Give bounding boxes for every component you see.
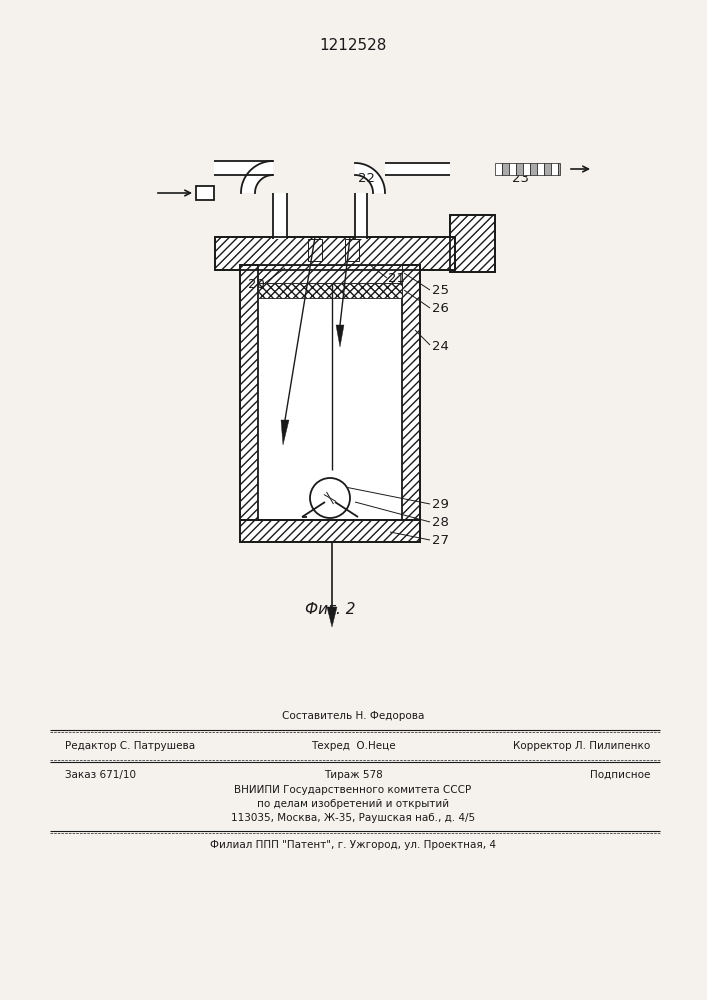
Bar [258, 265, 402, 283]
Polygon shape [336, 325, 344, 347]
Bar [258, 283, 402, 298]
Bar [308, 239, 322, 261]
Bar [502, 163, 509, 175]
Bar [196, 186, 214, 200]
Text: 26: 26 [432, 302, 449, 314]
Bar [509, 163, 516, 175]
Bar [258, 265, 402, 520]
Text: Филиал ППП "Патент", г. Ужгород, ул. Проектная, 4: Филиал ППП "Патент", г. Ужгород, ул. Про… [210, 840, 496, 850]
Bar [240, 265, 258, 520]
Polygon shape [241, 161, 273, 193]
Bar [516, 163, 523, 175]
Text: 1212528: 1212528 [320, 37, 387, 52]
Circle shape [310, 478, 350, 518]
Bar [558, 163, 560, 175]
Bar [544, 163, 551, 175]
Bar [450, 215, 495, 272]
Bar [215, 237, 455, 270]
Bar [355, 193, 367, 239]
Polygon shape [281, 420, 289, 445]
Text: 21: 21 [388, 271, 405, 284]
Bar [495, 163, 502, 175]
Bar [273, 193, 287, 239]
Text: Фиг. 2: Фиг. 2 [305, 602, 355, 617]
Text: 22: 22 [358, 172, 375, 184]
Bar [537, 163, 544, 175]
Bar [215, 237, 455, 270]
Bar [530, 163, 537, 175]
Text: 25: 25 [432, 284, 449, 296]
Bar [551, 163, 558, 175]
Bar [385, 163, 450, 175]
Bar [402, 265, 420, 520]
Bar [240, 265, 420, 520]
Bar [523, 163, 530, 175]
Bar [240, 520, 420, 542]
Text: 113035, Москва, Ж-35, Раушская наб., д. 4/5: 113035, Москва, Ж-35, Раушская наб., д. … [231, 813, 475, 823]
Text: Техред  О.Неце: Техред О.Неце [310, 741, 395, 751]
Text: Заказ 671/10: Заказ 671/10 [65, 770, 136, 780]
Text: 28: 28 [432, 516, 449, 528]
Text: Корректор Л. Пилипенко: Корректор Л. Пилипенко [513, 741, 650, 751]
Text: по делам изобретений и открытий: по делам изобретений и открытий [257, 799, 449, 809]
Text: Тираж 578: Тираж 578 [324, 770, 382, 780]
Text: Редактор С. Патрушева: Редактор С. Патрушева [65, 741, 195, 751]
Text: 27: 27 [432, 534, 449, 548]
Polygon shape [327, 607, 337, 627]
Text: 24: 24 [432, 340, 449, 354]
Polygon shape [355, 163, 385, 193]
Text: ВНИИПИ Государственного комитета СССР: ВНИИПИ Государственного комитета СССР [235, 785, 472, 795]
Text: Подписное: Подписное [590, 770, 650, 780]
Text: Составитель Н. Федорова: Составитель Н. Федорова [282, 711, 424, 721]
Bar [450, 215, 495, 272]
Text: 23: 23 [512, 172, 529, 184]
Text: 20: 20 [248, 277, 265, 290]
Bar [214, 161, 273, 175]
Bar [345, 239, 359, 261]
Text: 29: 29 [432, 497, 449, 510]
Bar [240, 520, 420, 542]
